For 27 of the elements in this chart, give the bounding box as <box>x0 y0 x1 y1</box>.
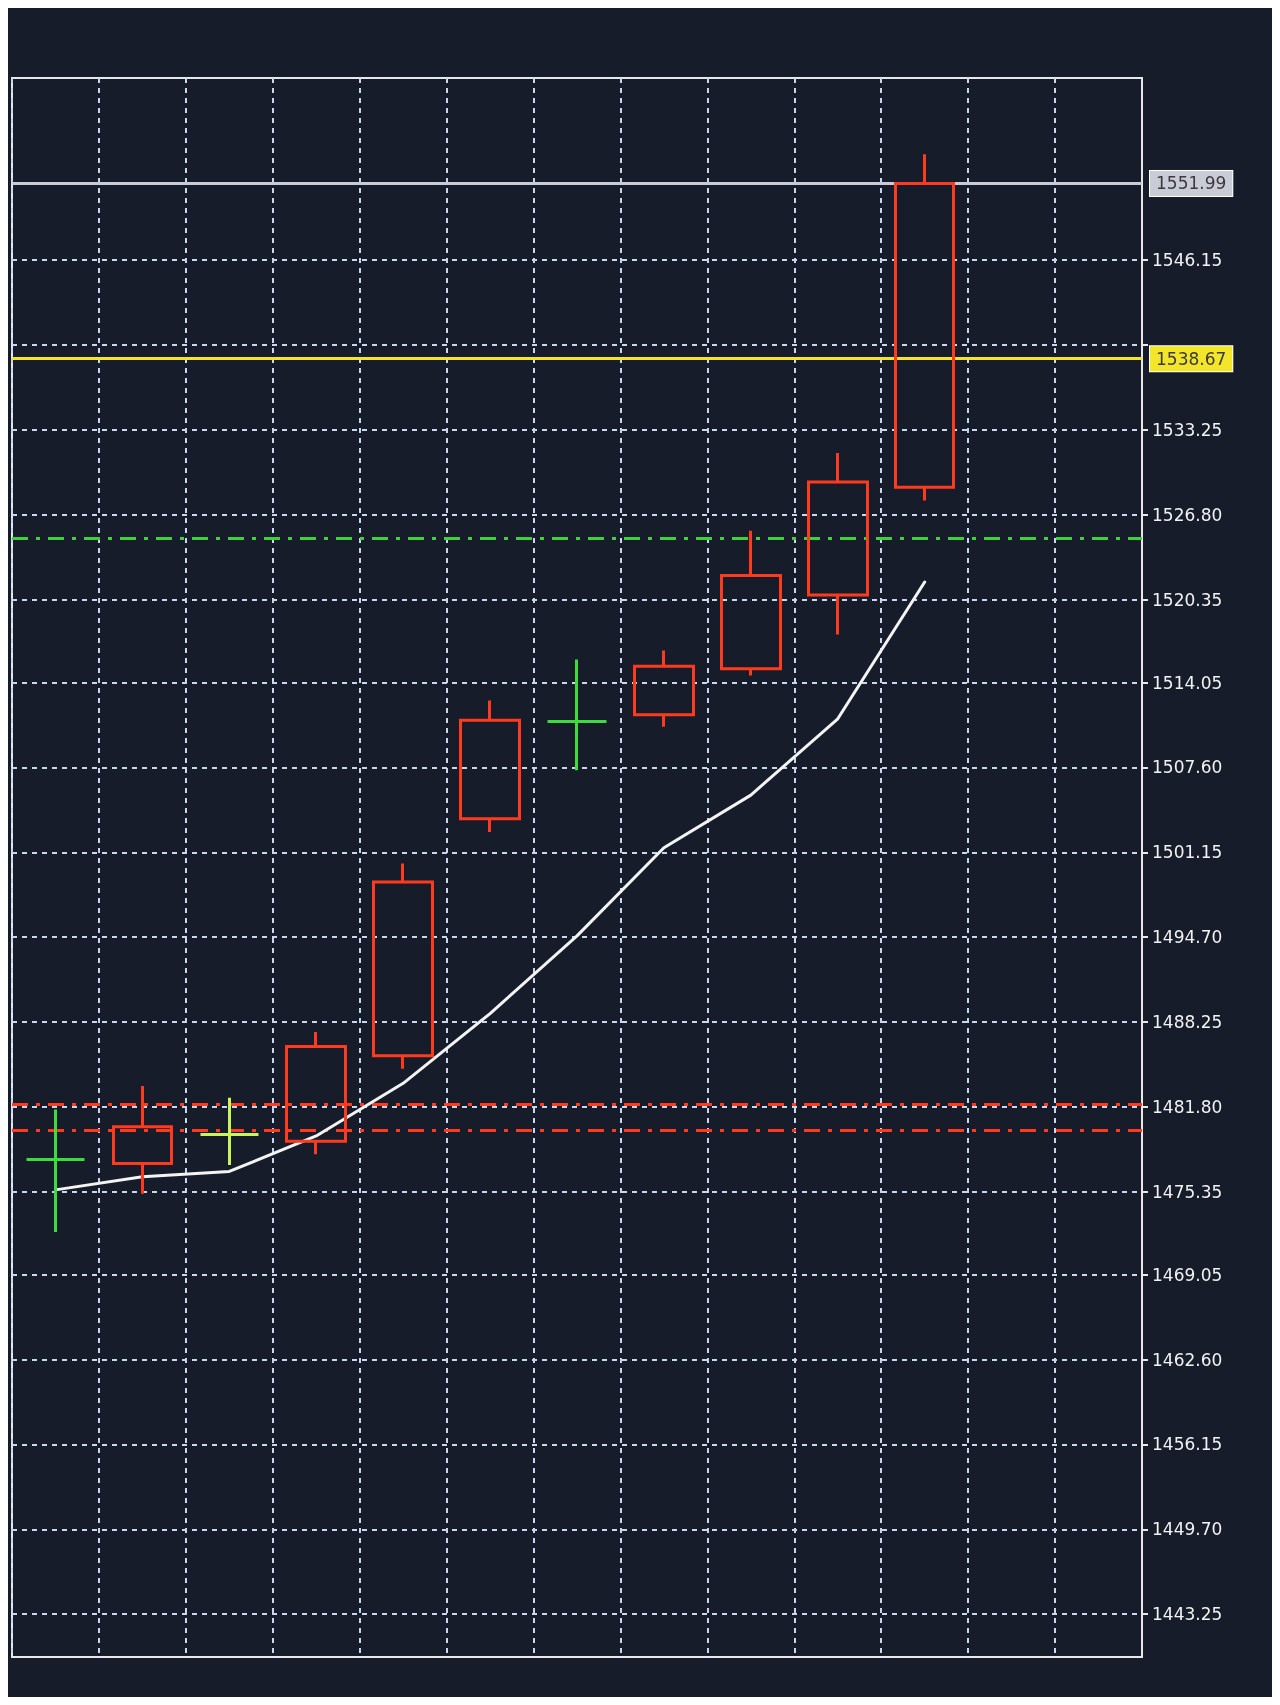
ref-line-label: 1551.99 <box>1156 173 1227 194</box>
candlestick <box>894 154 955 501</box>
candlestick <box>546 659 608 771</box>
y-tick-label: 1520.35 <box>1152 589 1223 610</box>
y-tick-label: 1507.60 <box>1152 757 1223 778</box>
y-tick-label: 1469.05 <box>1152 1264 1223 1285</box>
candlestick <box>720 530 782 676</box>
candlestick <box>372 863 434 1069</box>
y-tick-label: 1533.25 <box>1152 419 1223 440</box>
y-tick-label: 1443.25 <box>1152 1604 1223 1625</box>
y-tick-label: 1526.80 <box>1152 504 1223 525</box>
y-tick-label: 1546.15 <box>1152 250 1223 271</box>
candlestick <box>199 1097 260 1165</box>
candlestick <box>807 453 869 635</box>
y-tick-label: 1514.05 <box>1152 672 1223 693</box>
candlestick <box>459 700 521 832</box>
y-tick-label: 1488.25 <box>1152 1012 1223 1033</box>
candlestick <box>633 650 695 727</box>
y-tick-label: 1475.35 <box>1152 1181 1223 1202</box>
y-tick-label: 1501.15 <box>1152 842 1223 863</box>
y-tick-label: 1494.70 <box>1152 927 1223 948</box>
y-tick-label: 1449.70 <box>1152 1519 1223 1540</box>
y-tick-label: 1456.15 <box>1152 1434 1223 1455</box>
y-tick-label: 1462.60 <box>1152 1349 1223 1370</box>
candlestick <box>25 1109 86 1232</box>
y-tick-label: 1481.80 <box>1152 1096 1223 1117</box>
ref-line-label: 1538.67 <box>1156 348 1227 369</box>
